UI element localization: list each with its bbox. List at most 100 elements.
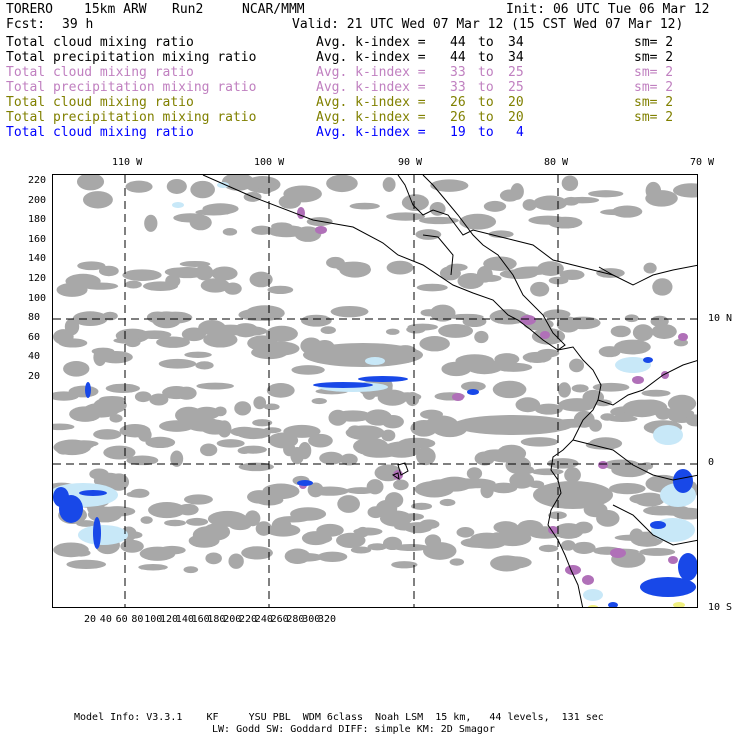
gray-cloud (283, 185, 322, 203)
gray-cloud (58, 338, 88, 348)
gray-cloud (148, 502, 186, 519)
gray-cloud (195, 264, 214, 281)
gray-cloud (311, 397, 327, 405)
gray-cloud (188, 533, 220, 548)
blue-cloud (643, 357, 653, 363)
lightblue-cloud (172, 202, 184, 208)
gray-cloud (474, 330, 489, 344)
legend-avg-label: Avg. k-index = (316, 95, 426, 110)
gray-cloud (393, 479, 409, 491)
gray-cloud (316, 523, 344, 537)
lightblue-cloud (615, 357, 651, 373)
gray-cloud (462, 315, 487, 328)
gray-cloud (528, 480, 545, 489)
gray-cloud (456, 527, 475, 538)
legend-field-name: Total precipitation mixing ratio (6, 80, 257, 95)
gray-cloud (76, 520, 96, 527)
legend-smoothing: sm= 2 (634, 35, 674, 50)
legend-avg-label: Avg. k-index = (316, 35, 426, 50)
blue-cloud (79, 490, 107, 496)
gray-cloud (125, 280, 142, 289)
gray-cloud (611, 205, 643, 218)
blue-cloud (297, 480, 313, 486)
gray-cloud (460, 381, 486, 392)
gray-cloud (520, 437, 559, 447)
x-tick-label: 240 (254, 614, 273, 625)
gray-cloud (245, 305, 285, 321)
blue-cloud (467, 389, 479, 395)
init-time: Init: 06 UTC Tue 06 Mar 12 (506, 2, 710, 17)
lat-label-10s: 10 S (708, 602, 733, 613)
gray-cloud (337, 495, 360, 513)
gray-cloud (478, 274, 502, 282)
gray-cloud (446, 263, 468, 272)
purple-cloud (297, 207, 305, 219)
gray-cloud (382, 441, 421, 458)
blue-cloud (640, 577, 696, 597)
gray-cloud (537, 261, 564, 276)
gray-cloud (489, 482, 518, 494)
gray-cloud (303, 343, 423, 367)
gray-cloud (685, 414, 697, 427)
gray-cloud (234, 401, 252, 416)
legend-from-value: 44 (450, 35, 466, 50)
gray-cloud (588, 190, 624, 198)
gray-cloud (429, 304, 456, 322)
x-tick-label: 180 (207, 614, 226, 625)
gray-cloud (326, 175, 358, 193)
gray-cloud (624, 314, 639, 323)
y-tick-label: 180 (28, 214, 47, 226)
gray-cloud (130, 488, 150, 498)
gray-cloud (589, 419, 602, 432)
y-tick-label: 60 (28, 331, 41, 343)
legend-to-value: 25 (508, 80, 524, 95)
cloud-field-gray (53, 175, 697, 574)
legend-field-name: Total cloud mixing ratio (6, 65, 194, 80)
legend-to-word: to (478, 50, 494, 65)
gray-cloud (108, 473, 130, 491)
legend-to-value: 34 (508, 50, 524, 65)
gray-cloud (613, 339, 651, 355)
gray-cloud (249, 271, 273, 288)
gray-cloud (77, 261, 106, 271)
gray-cloud (262, 341, 300, 356)
legend-to-word: to (478, 35, 494, 50)
gray-cloud (145, 436, 176, 449)
blue-cloud (313, 382, 373, 388)
gray-cloud (515, 397, 541, 413)
gray-cloud (470, 535, 507, 549)
gray-cloud (63, 360, 90, 377)
gray-cloud (239, 445, 267, 454)
gray-cloud (290, 507, 327, 521)
gray-cloud (643, 262, 657, 274)
gray-cloud (298, 441, 312, 460)
legend-from-value: 33 (450, 65, 466, 80)
gray-cloud (124, 337, 141, 348)
gray-cloud (184, 494, 213, 505)
gray-cloud (238, 462, 274, 472)
legend-from-value: 26 (450, 110, 466, 125)
gray-cloud (140, 516, 153, 524)
gray-cloud (234, 326, 268, 336)
gray-cloud (385, 328, 400, 335)
gray-cloud (137, 330, 172, 340)
gray-cloud (93, 429, 122, 440)
purple-cloud (610, 548, 626, 558)
gray-cloud (416, 283, 448, 292)
legend-from-value: 26 (450, 95, 466, 110)
x-tick-label: 20 (84, 614, 97, 625)
gray-cloud (459, 213, 497, 230)
gray-cloud (189, 214, 212, 231)
gray-cloud (494, 362, 533, 372)
gray-cloud (103, 445, 136, 460)
blue-cloud (85, 382, 91, 398)
gray-cloud (466, 467, 483, 480)
gray-cloud (241, 546, 273, 560)
gray-cloud (533, 195, 568, 211)
gray-cloud (109, 414, 123, 423)
blue-cloud (673, 469, 693, 493)
gray-cloud (263, 403, 280, 411)
coastline-caribbean (397, 175, 614, 276)
legend-to-word: to (478, 110, 494, 125)
y-tick-label: 80 (28, 312, 41, 324)
